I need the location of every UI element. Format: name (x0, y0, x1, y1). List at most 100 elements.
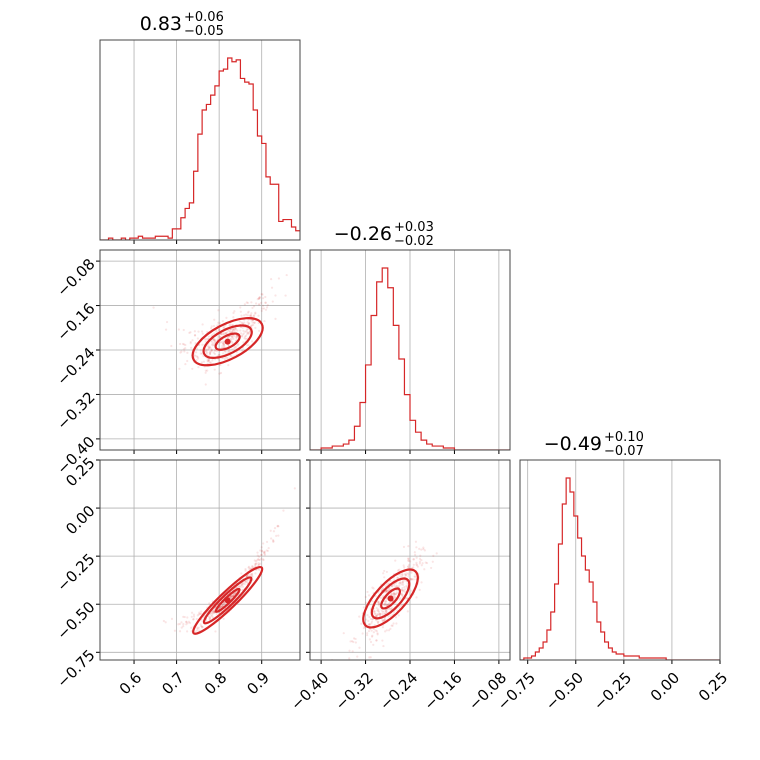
sample-point (208, 359, 211, 363)
sample-point (177, 328, 180, 331)
sample-point (391, 606, 394, 610)
sample-point (377, 610, 380, 613)
sample-point (211, 359, 214, 362)
param-title-value: 0.83 (140, 13, 182, 35)
panel-0-0 (99, 39, 301, 244)
sample-point (209, 352, 212, 355)
sample-point (199, 612, 203, 615)
sample-point (204, 383, 207, 386)
x-tick-label: 0.00 (647, 669, 683, 705)
sample-point (250, 301, 253, 304)
sample-point (414, 575, 417, 578)
x-tick-label: 0.25 (695, 669, 731, 705)
sample-point (264, 301, 267, 304)
sample-point (236, 335, 239, 338)
sample-point (239, 332, 243, 335)
sample-point (221, 341, 224, 344)
sample-point (199, 349, 202, 352)
sample-point (247, 332, 251, 335)
sample-point (190, 615, 193, 618)
sample-point (249, 324, 253, 327)
sample-point (377, 602, 380, 605)
panel-frame (99, 459, 301, 661)
sample-point (254, 563, 257, 566)
sample-point (220, 605, 223, 608)
sample-point (254, 311, 257, 314)
sample-point (342, 632, 345, 635)
sample-point (262, 558, 265, 561)
sample-point (204, 369, 207, 372)
sample-point (385, 570, 388, 574)
sample-point (201, 343, 204, 346)
sample-point (231, 328, 234, 331)
sample-point (178, 622, 181, 626)
sample-point (245, 328, 248, 332)
sample-point (277, 534, 280, 537)
sample-point (385, 590, 389, 593)
sample-point (211, 610, 214, 613)
sample-point (401, 580, 405, 583)
sample-point (212, 341, 215, 345)
sample-point (407, 565, 410, 568)
sample-point (180, 626, 183, 629)
sample-point (416, 564, 419, 567)
sample-point (231, 336, 234, 339)
sample-point (383, 612, 386, 615)
sample-point (271, 300, 274, 303)
sample-point (250, 574, 253, 578)
sample-point (227, 350, 230, 353)
sample-point (375, 615, 378, 618)
sample-point (193, 334, 197, 337)
sample-point (245, 580, 248, 583)
sample-point (218, 322, 221, 325)
sample-point (372, 611, 375, 614)
sample-point (255, 568, 258, 572)
sample-point (206, 369, 209, 372)
sample-point (214, 630, 217, 633)
sample-point (233, 310, 236, 313)
sample-point (407, 545, 410, 548)
sample-point (249, 313, 253, 317)
sample-point (385, 608, 389, 611)
sample-point (407, 563, 411, 566)
sample-point (233, 335, 236, 338)
sample-point (368, 638, 371, 641)
sample-point (204, 340, 207, 343)
sample-point (423, 568, 426, 571)
sample-point (257, 303, 260, 306)
sample-point (262, 542, 265, 545)
sample-point (229, 595, 233, 598)
sample-point (209, 351, 212, 354)
sample-point (247, 344, 250, 347)
sample-point (195, 347, 199, 350)
sample-point (246, 314, 249, 317)
sample-point (423, 549, 426, 552)
sample-point (274, 294, 277, 297)
sample-point (293, 487, 296, 490)
sample-point (250, 573, 254, 576)
sample-point (191, 367, 194, 370)
sample-point (212, 611, 215, 614)
param-title-lower: −0.07 (604, 444, 644, 459)
sample-point (226, 329, 229, 332)
sample-point (256, 298, 259, 301)
sample-point (222, 603, 225, 606)
sample-point (182, 328, 185, 332)
sample-point (372, 643, 375, 646)
param-title-value: −0.49 (544, 433, 602, 455)
sample-point (265, 306, 269, 309)
sample-point (254, 562, 257, 565)
sample-point (228, 324, 231, 327)
sample-point (381, 619, 385, 623)
sample-point (196, 614, 199, 617)
sample-point (240, 584, 244, 587)
sample-point (401, 588, 404, 592)
sample-point (409, 560, 412, 563)
sample-point (260, 546, 263, 549)
sample-point (213, 318, 216, 321)
sample-point (383, 576, 386, 579)
sample-point (224, 350, 227, 353)
sample-point (220, 332, 224, 336)
sample-point (368, 623, 371, 626)
sample-point (192, 615, 196, 618)
